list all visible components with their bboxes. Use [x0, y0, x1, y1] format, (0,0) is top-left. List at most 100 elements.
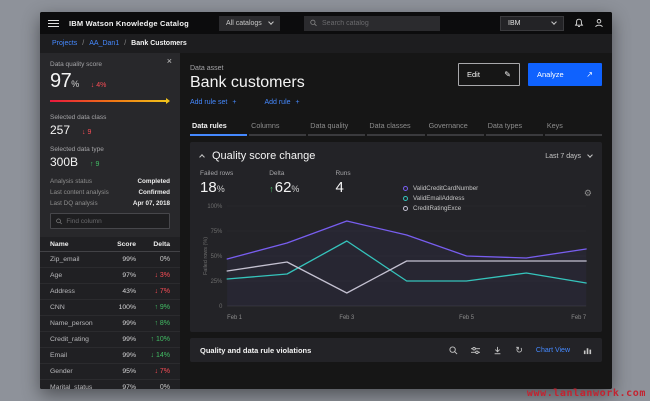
gear-icon[interactable]: ⚙: [583, 188, 592, 198]
breadcrumb-link[interactable]: Projects: [52, 40, 78, 47]
table-row[interactable]: Gender 95% ↓ 7%: [40, 364, 180, 380]
catalog-selector[interactable]: All catalogs: [219, 15, 280, 31]
quality-score-value: 97%: [50, 70, 79, 92]
analysis-list: Analysis status Completed Last content ana…: [50, 178, 170, 207]
collapse-button[interactable]: [199, 153, 205, 160]
tab-governance[interactable]: Governance: [426, 118, 484, 136]
column-name: Email: [50, 352, 67, 359]
user-profile-button[interactable]: [594, 18, 604, 28]
tab-keys[interactable]: Keys: [544, 118, 602, 136]
quality-score-row: 97% ↓ 4%: [50, 70, 170, 93]
table-row[interactable]: Address 43% ↓ 7%: [40, 284, 180, 300]
quality-gradient-bar: [50, 98, 170, 104]
column-name: Gender: [50, 368, 73, 375]
plus-icon: +: [232, 99, 237, 106]
search-icon: [310, 19, 317, 27]
column-delta: ↑ 8%: [154, 320, 170, 327]
top-bar: IBM Watson Knowledge Catalog All catalog…: [40, 12, 612, 34]
table-row[interactable]: Credit_rating 99% ↑ 10%: [40, 332, 180, 348]
metric-runs: Runs 4: [335, 170, 350, 196]
legend-item[interactable]: ValidEmailAddress: [403, 195, 478, 202]
notifications-button[interactable]: [574, 18, 584, 28]
column-delta: ↓ 7%: [154, 368, 170, 375]
chart-type-icon[interactable]: [583, 346, 592, 355]
arrow-down-icon: ↓: [82, 129, 86, 136]
download-icon[interactable]: [493, 346, 502, 355]
breadcrumb: Projects / AA_Dan1 / Bank Customers: [40, 34, 612, 53]
arrow-up-icon: ↑: [90, 161, 94, 168]
violations-toolbar: Quality and data rule violations ↻ Chart…: [190, 338, 602, 362]
violations-title: Quality and data rule violations: [200, 345, 312, 355]
time-range-label: Last 7 days: [545, 152, 581, 160]
search-input[interactable]: [322, 19, 434, 27]
close-icon[interactable]: ×: [166, 56, 172, 66]
metric-label: Failed rows: [200, 170, 234, 177]
chevron-down-icon: [587, 152, 593, 158]
table-row[interactable]: Marital_status 97% 0%: [40, 380, 180, 389]
svg-text:50%: 50%: [211, 254, 223, 260]
data-type-label: Selected data type: [50, 146, 104, 153]
account-selector[interactable]: IBM: [500, 15, 564, 31]
search-icon[interactable]: [449, 345, 458, 355]
column-name: CNN: [50, 304, 65, 311]
analysis-value: Confirmed: [138, 189, 171, 196]
refresh-icon[interactable]: ↻: [515, 344, 523, 355]
edit-icon: ✎: [504, 70, 511, 79]
quality-chart: 0 25% 50% 75% 100% Failed rows (%) Feb 1 Feb 3 F…: [203, 204, 587, 321]
metric-failed-rows: Failed rows 18%: [200, 170, 233, 196]
breadcrumb-separator: /: [82, 40, 85, 47]
add-rule-link[interactable]: Add rule +: [264, 99, 300, 106]
analysis-row: Analysis status Completed: [50, 178, 170, 185]
app-body: × Data quality score 97% ↓ 4% Selected d…: [40, 53, 612, 389]
tab-columns[interactable]: Columns: [249, 118, 307, 136]
column-name: Zip_email: [50, 256, 80, 263]
legend: ValidCreditCardNumber ValidEmailAddress Cr…: [403, 182, 478, 212]
chart-wrap: 0 25% 50% 75% 100% Failed rows (%) Feb 1 Feb 3 F…: [200, 198, 592, 328]
time-range-selector[interactable]: Last 7 days: [545, 152, 593, 160]
column-search-input[interactable]: [66, 217, 164, 225]
table-row[interactable]: Name_person 99% ↑ 8%: [40, 316, 180, 332]
menu-icon[interactable]: [48, 19, 59, 27]
page-title: Bank customers: [190, 74, 305, 91]
column-score: 97%: [122, 384, 136, 389]
column-delta: ↓ 7%: [154, 288, 170, 295]
search-icon: [56, 218, 62, 224]
table-row[interactable]: Zip_email 99% 0%: [40, 252, 180, 268]
table-row[interactable]: Email 99% ↓ 14%: [40, 348, 180, 364]
add-rule-set-link[interactable]: Add rule set +: [190, 99, 237, 106]
chart-view-toggle[interactable]: Chart View: [535, 346, 570, 354]
table-row[interactable]: CNN 100% ↑ 9%: [40, 300, 180, 316]
column-search[interactable]: [50, 213, 170, 229]
header-buttons: Edit ✎ Analyze ↗: [458, 63, 602, 86]
chevron-down-icon: [551, 19, 557, 25]
tab-data-types[interactable]: Data types: [485, 118, 543, 136]
table-row[interactable]: Age 97% ↓ 3%: [40, 268, 180, 284]
column-delta: ↓ 14%: [150, 352, 170, 359]
column-score-table: Name Score Delta Zip_email 99% 0% Age 97% ↓ 3% A…: [40, 237, 180, 389]
tab-data-rules[interactable]: Data rules: [190, 118, 248, 136]
arrow-up-icon: ↑: [269, 184, 274, 194]
tabs: Data rules Columns Data quality Data classe…: [190, 118, 602, 136]
legend-item[interactable]: CreditRatingExce: [403, 205, 478, 212]
column-delta: ↓ 3%: [154, 272, 170, 279]
data-class-delta: ↓ 9: [82, 129, 92, 136]
breadcrumb-link[interactable]: AA_Dan1: [89, 40, 120, 47]
settings-adjust-icon[interactable]: [471, 346, 481, 355]
tab-data-classes[interactable]: Data classes: [367, 118, 425, 136]
svg-text:Feb 1: Feb 1: [227, 315, 242, 321]
main-content: Data asset Bank customers Add rule set + …: [180, 53, 612, 389]
toolbar-icons: ↻ Chart View: [449, 344, 592, 355]
svg-text:Feb 5: Feb 5: [459, 315, 475, 321]
metric-label: Delta: [269, 170, 285, 177]
column-header: Name: [50, 240, 69, 248]
analyze-button[interactable]: Analyze ↗: [528, 63, 602, 86]
analysis-value: Completed: [137, 178, 170, 185]
column-score: 43%: [122, 288, 136, 295]
catalog-search[interactable]: [303, 15, 440, 31]
chevron-down-icon: [267, 19, 274, 25]
legend-item[interactable]: ValidCreditCardNumber: [403, 185, 478, 192]
column-name: Address: [50, 288, 75, 295]
edit-button[interactable]: Edit ✎: [458, 63, 520, 86]
tab-data-quality[interactable]: Data quality: [308, 118, 366, 136]
